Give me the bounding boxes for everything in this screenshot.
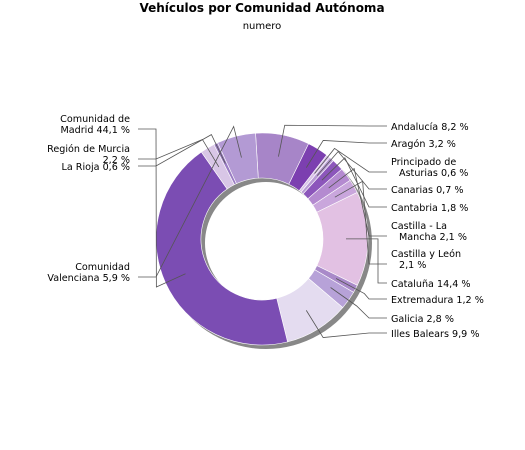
label-line: Valenciana 5,9 % xyxy=(47,273,130,284)
label-comunidad-de-madrid: Comunidad de Madrid 44,1 % xyxy=(60,114,130,136)
chart-subtitle: numero xyxy=(243,21,282,32)
label-line: La Rioja 0,6 % xyxy=(62,162,131,173)
leader-illes-balears xyxy=(305,310,387,338)
label-la-rioja: La Rioja 0,6 % xyxy=(62,162,131,173)
label-castilla-y-leon: Castilla y León 2,1 % xyxy=(391,248,461,271)
label-line: Madrid 44,1 % xyxy=(60,125,130,136)
label-canarias: Canarias 0,7 % xyxy=(391,185,464,196)
leader-castilla-la-mancha xyxy=(328,167,387,237)
label-line: 2,1 % xyxy=(399,260,426,271)
label-comunidad-valenciana: Comunidad Valenciana 5,9 % xyxy=(47,262,130,284)
pie-slices xyxy=(155,132,369,346)
label-region-de-murcia: Región de Murcia 2,2 % xyxy=(47,143,130,166)
label-line: Cataluña 14,4 % xyxy=(391,279,471,290)
label-andalucia: Andalucía 8,2 % xyxy=(391,121,469,133)
label-castilla-la-mancha: Castilla - La Mancha 2,1 % xyxy=(391,221,467,243)
leader-la-rioja xyxy=(138,134,226,167)
label-line: Comunidad xyxy=(75,262,130,273)
leader-comunidad-valenciana xyxy=(138,125,242,278)
label-cataluna: Cataluña 14,4 % xyxy=(391,279,471,290)
label-line: Illes Balears 9,9 % xyxy=(391,329,479,340)
label-line: Extremadura 1,2 % xyxy=(391,295,484,306)
label-line: Mancha 2,1 % xyxy=(399,232,467,243)
label-line: Aragón 3,2 % xyxy=(391,138,456,150)
label-illes-balears: Illes Balears 9,9 % xyxy=(391,329,479,340)
leader-galicia xyxy=(330,287,387,319)
leader-cataluna xyxy=(345,238,387,284)
label-principado-de-asturias: Principado de Asturias 0,6 % xyxy=(391,157,468,179)
label-line: Castilla y León xyxy=(391,248,461,260)
leader-comunidad-de-madrid xyxy=(138,128,186,288)
chart-title: Vehículos por Comunidad Autónoma xyxy=(139,1,384,15)
label-line: Región de Murcia xyxy=(47,143,130,155)
label-line: Castilla - La xyxy=(391,221,447,232)
leader-andalucia xyxy=(278,124,387,157)
label-aragon: Aragón 3,2 % xyxy=(391,138,456,150)
label-cantabria: Cantabria 1,8 % xyxy=(391,203,468,214)
leader-aragon xyxy=(305,140,387,168)
slice-labels: Andalucía 8,2 % Aragón 3,2 % Principado de… xyxy=(47,114,484,340)
label-extremadura: Extremadura 1,2 % xyxy=(391,295,484,306)
slice-comunidad-de-madrid xyxy=(155,151,288,346)
leader-region-de-murcia xyxy=(138,138,220,168)
label-line: Galicia 2,8 % xyxy=(391,314,454,325)
label-line: Cantabria 1,8 % xyxy=(391,203,468,214)
label-line: Canarias 0,7 % xyxy=(391,185,464,196)
label-line: Principado de xyxy=(391,157,456,168)
label-line: Asturias 0,6 % xyxy=(399,168,468,179)
label-line: Comunidad de xyxy=(60,114,130,125)
slice-comunidad-valenciana xyxy=(217,132,259,185)
label-galicia: Galicia 2,8 % xyxy=(391,314,454,325)
leader-lines xyxy=(138,124,387,338)
label-line: Andalucía 8,2 % xyxy=(391,121,469,133)
leader-principado-de-asturias xyxy=(314,147,387,174)
label-line: 2,2 % xyxy=(103,155,130,166)
leader-extremadura xyxy=(335,278,387,300)
leader-canarias xyxy=(316,150,387,190)
